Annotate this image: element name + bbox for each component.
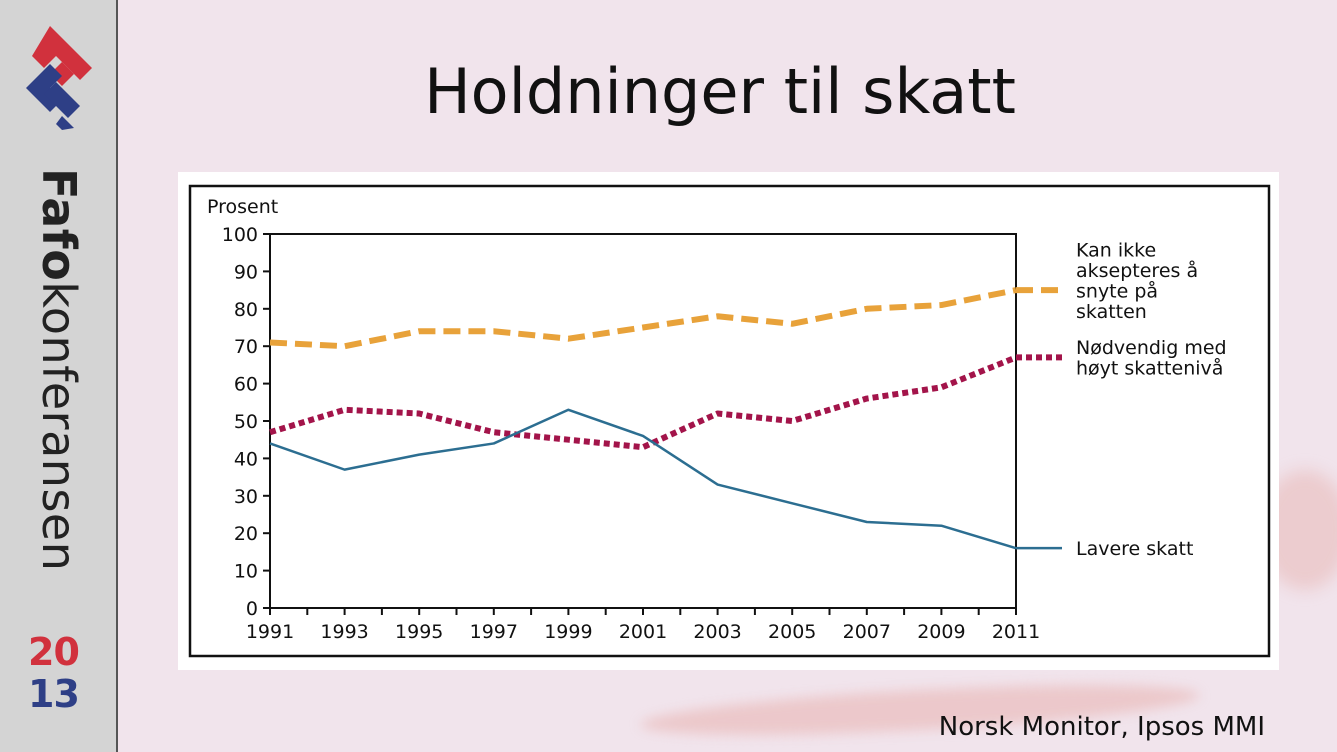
fafo-wordmark: Fafokonferansen bbox=[32, 168, 86, 572]
legend-label: Lavere skatt bbox=[1076, 538, 1193, 560]
y-tick-label: 100 bbox=[222, 224, 258, 246]
y-tick-label: 50 bbox=[234, 411, 258, 433]
y-tick-label: 30 bbox=[234, 486, 258, 508]
source-note: Norsk Monitor, Ipsos MMI bbox=[938, 712, 1265, 742]
x-tick-label: 2003 bbox=[693, 621, 741, 643]
y-tick-label: 70 bbox=[234, 336, 258, 358]
year-top: 20 bbox=[28, 630, 80, 674]
fafo-logo-icon bbox=[26, 26, 92, 130]
wordmark-light: konferansen bbox=[32, 281, 86, 572]
x-tick-label: 1993 bbox=[320, 621, 368, 643]
slide-title: Holdninger til skatt bbox=[424, 55, 1016, 128]
wordmark-bold: Fafo bbox=[32, 168, 86, 282]
y-tick-label: 0 bbox=[246, 598, 258, 620]
plot-area-border bbox=[269, 233, 1017, 609]
x-tick-label: 2001 bbox=[619, 621, 667, 643]
y-tick-label: 40 bbox=[234, 448, 258, 470]
chart-frame bbox=[188, 184, 1271, 658]
sidebar: Fafokonferansen 20 13 bbox=[0, 0, 118, 752]
y-tick-label: 20 bbox=[234, 523, 258, 545]
y-tick-label: 60 bbox=[234, 374, 258, 396]
x-tick-label: 2011 bbox=[992, 621, 1040, 643]
x-tick-label: 2009 bbox=[917, 621, 965, 643]
y-tick-label: 10 bbox=[234, 561, 258, 583]
legend-label: Kan ikke aksepteres å snyte på skatten bbox=[1076, 239, 1198, 323]
series-line bbox=[269, 287, 1017, 350]
series-line bbox=[269, 354, 1018, 451]
chart-card: Prosent 0 10 20 30 40 50 60 70 80 90 100 1991 1993 19… bbox=[178, 172, 1279, 670]
year-bottom: 13 bbox=[28, 672, 80, 716]
y-tick-label: 90 bbox=[234, 261, 258, 283]
y-tick-label: 80 bbox=[234, 299, 258, 321]
x-tick-label: 2007 bbox=[843, 621, 891, 643]
series-line bbox=[269, 408, 1017, 550]
y-axis-label: Prosent bbox=[207, 196, 278, 218]
x-tick-label: 1991 bbox=[246, 621, 294, 643]
x-tick-label: 1997 bbox=[470, 621, 518, 643]
x-tick-label: 1999 bbox=[544, 621, 592, 643]
x-tick-label: 1995 bbox=[395, 621, 443, 643]
legend-label: Nødvendig med høyt skattenivå bbox=[1076, 337, 1227, 380]
line-chart: Prosent 0 10 20 30 40 50 60 70 80 90 100 1991 1993 19… bbox=[188, 184, 1271, 658]
x-tick-label: 2005 bbox=[768, 621, 816, 643]
